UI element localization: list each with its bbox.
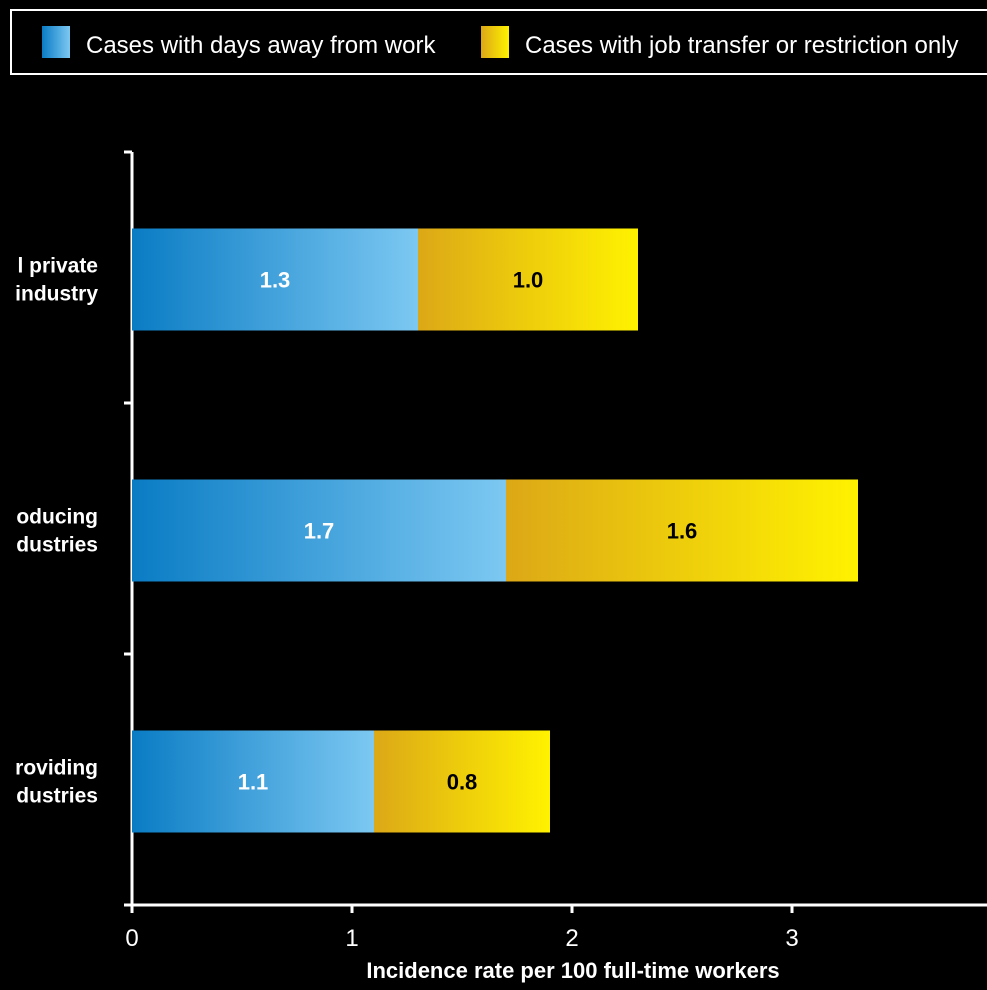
- x-axis-title: Incidence rate per 100 full-time workers: [366, 958, 779, 983]
- legend-label-days-away: Cases with days away from work: [86, 32, 436, 59]
- category-label: l private: [17, 255, 98, 278]
- legend-swatch-days-away: [42, 26, 70, 58]
- x-tick-label: 0: [125, 925, 138, 952]
- x-tick-label: 2: [565, 925, 578, 952]
- bars: 1.3 1.0 1.7 1.6 1.1 0.8: [132, 228, 858, 833]
- legend: Cases with days away from work Cases wit…: [10, 9, 987, 75]
- bar-value-label: 0.8: [447, 770, 478, 795]
- category-label: oducing: [16, 506, 98, 529]
- category-labels: l private industry oducing dustries roviding…: [15, 255, 98, 808]
- bar-segment: [132, 730, 374, 833]
- legend-label-job-transfer: Cases with job transfer or restriction o…: [525, 32, 959, 59]
- bar-segment: [418, 228, 638, 331]
- bar-value-label: 1.1: [238, 770, 269, 795]
- bar-value-label: 1.3: [260, 268, 291, 293]
- x-tick-label: 3: [785, 925, 798, 952]
- category-label: dustries: [16, 785, 98, 808]
- bar-value-label: 1.0: [513, 268, 544, 293]
- bar-value-label: 1.6: [667, 519, 698, 544]
- bar-segment: [132, 228, 418, 331]
- bar-segment: [374, 730, 550, 833]
- category-label: industry: [15, 283, 98, 306]
- x-tick-label: 1: [345, 925, 358, 952]
- legend-swatch-job-transfer: [481, 26, 509, 58]
- bar-segment: [506, 479, 858, 582]
- bar-segment: [132, 479, 506, 582]
- category-label: roviding: [15, 757, 98, 780]
- bar-value-label: 1.7: [304, 519, 335, 544]
- x-axis-ticks: 0 1 2 3: [125, 905, 799, 952]
- category-label: dustries: [16, 534, 98, 557]
